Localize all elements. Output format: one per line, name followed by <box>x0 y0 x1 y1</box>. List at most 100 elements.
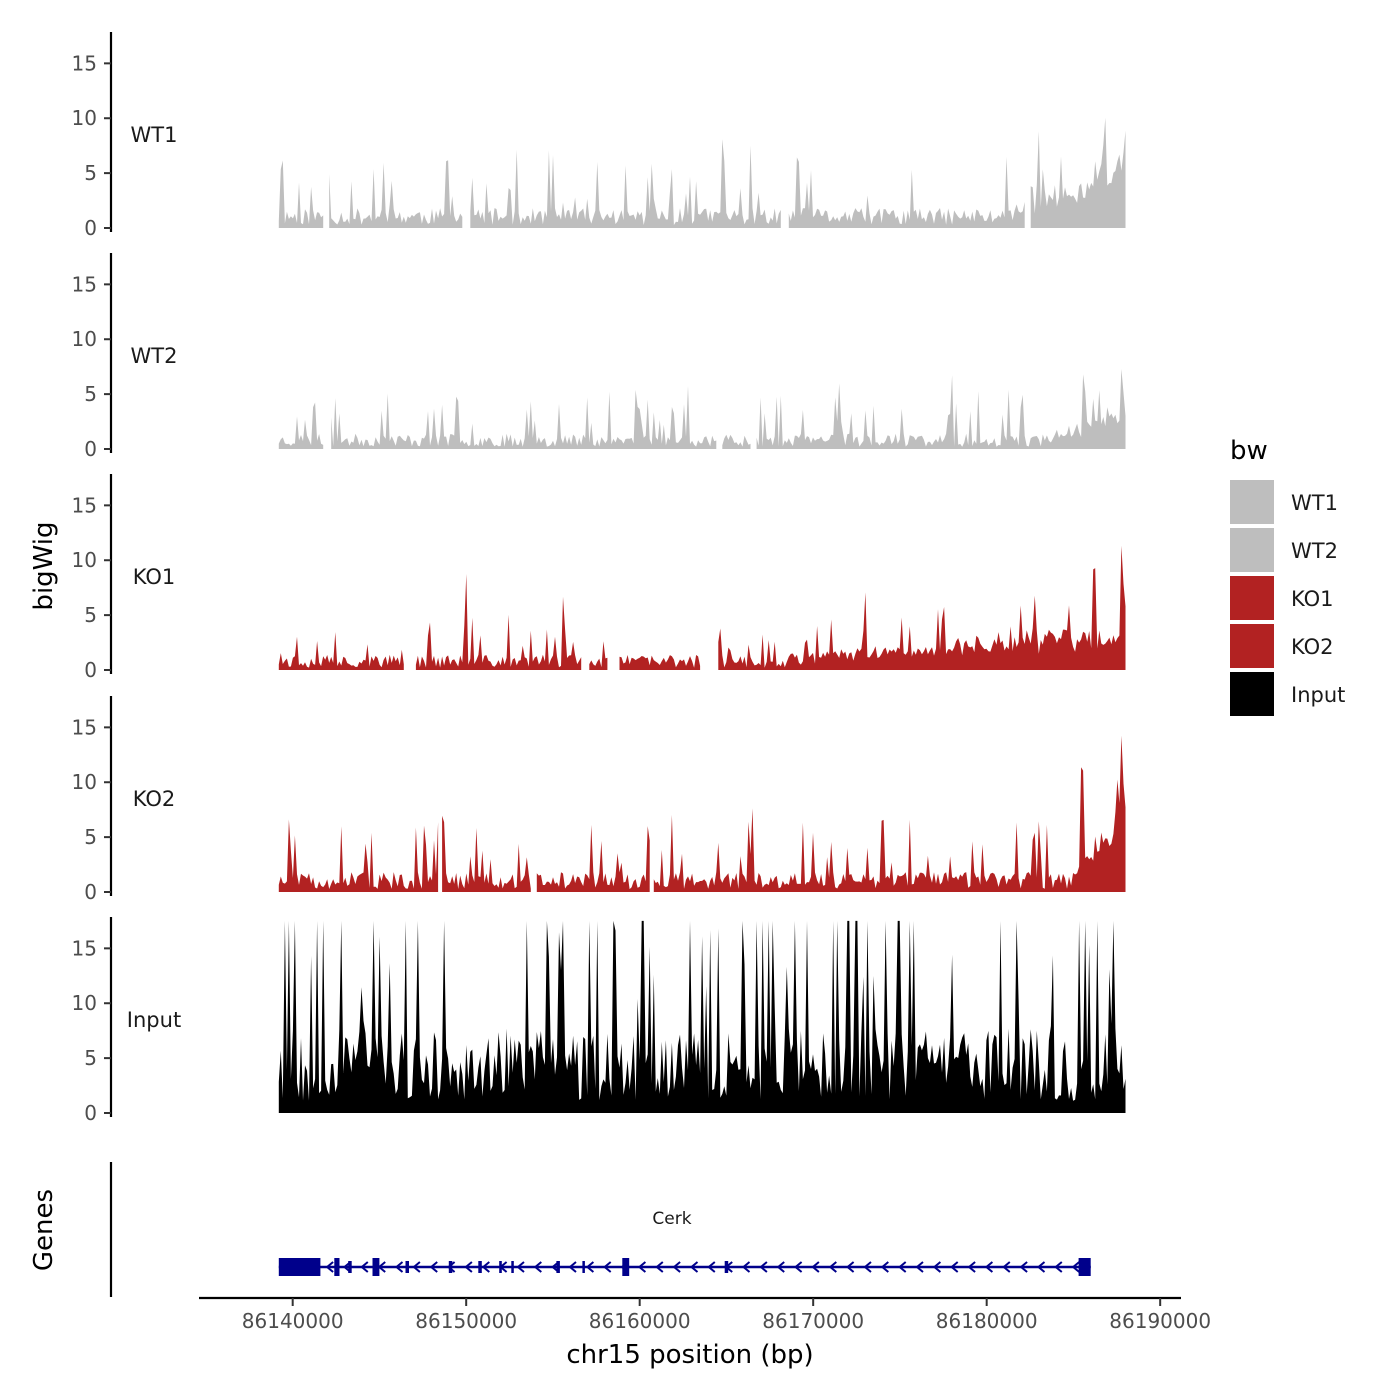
legend-label: WT2 <box>1291 539 1338 563</box>
y-tick-label: 0 <box>84 437 97 461</box>
strand-arrow-icon <box>464 1261 473 1273</box>
y-tick-label: 0 <box>84 216 97 240</box>
y-tick-label: 5 <box>84 382 97 406</box>
strand-arrow-icon <box>1036 1261 1046 1273</box>
y-tick-label: 0 <box>84 1101 97 1125</box>
signal-area-wt2 <box>278 369 1126 449</box>
track-ko2: 0 5 10 15 KO2 <box>72 696 1126 904</box>
strand-arrow-icon <box>707 1261 716 1273</box>
legend: bw WT1 WT2 KO1 KO2 Input <box>1230 436 1345 716</box>
signal-tracks: 0 5 10 15 WT1 0 5 10 15 WT2 0 5 10 15 KO1 0 5 10 15 KO2 0 5 10… <box>72 32 1126 1125</box>
strand-arrow-icon <box>915 1261 924 1273</box>
gene-exon <box>724 1261 729 1273</box>
strand-arrow-icon <box>394 1261 404 1273</box>
signal-area-ko1 <box>278 545 1126 670</box>
y-tick-label: 10 <box>72 548 97 572</box>
strand-arrow-icon <box>828 1261 837 1273</box>
strand-arrow-icon <box>880 1261 889 1273</box>
strand-arrow-icon <box>967 1261 976 1273</box>
strand-arrow-icon <box>846 1261 855 1273</box>
strand-arrow-icon <box>932 1261 942 1273</box>
gene-exon <box>582 1261 585 1273</box>
legend-entry-ko2: KO2 <box>1230 624 1334 668</box>
legend-swatch <box>1230 624 1274 668</box>
legend-entry-input: Input <box>1230 672 1345 716</box>
y-tick-label: 10 <box>72 327 97 351</box>
track-label-input: Input <box>127 1008 181 1032</box>
signal-area-wt1 <box>278 117 1126 228</box>
y-tick-label: 15 <box>72 272 97 296</box>
gene-exon <box>348 1261 352 1273</box>
y-tick-label: 5 <box>84 1046 97 1070</box>
strand-arrow-icon <box>1002 1261 1011 1273</box>
track-input: 0 5 10 15 Input <box>72 917 1126 1125</box>
y-axis-title: bigWig <box>29 521 59 610</box>
signal-area-input <box>278 920 1126 1113</box>
x-axis: 86140000 86150000 86160000 86170000 86180000… <box>199 1296 1211 1370</box>
x-tick-label: 86140000 <box>242 1309 344 1333</box>
strand-arrow-icon <box>447 1261 456 1273</box>
strand-arrow-icon <box>1054 1261 1063 1273</box>
strand-arrow-icon <box>429 1261 438 1273</box>
strand-arrow-icon <box>603 1261 612 1273</box>
y-tick-label: 0 <box>84 880 97 904</box>
legend-entry-wt1: WT1 <box>1230 480 1338 524</box>
legend-label: Input <box>1291 683 1345 707</box>
x-axis-title: chr15 position (bp) <box>566 1340 813 1370</box>
gene-exon <box>1078 1258 1091 1276</box>
gene-exon <box>278 1258 321 1276</box>
y-tick-label: 15 <box>72 936 97 960</box>
legend-label: KO1 <box>1291 587 1334 611</box>
legend-swatch <box>1230 672 1274 716</box>
track-label-wt1: WT1 <box>131 123 178 147</box>
strand-arrow-icon <box>655 1261 664 1273</box>
track-wt1: 0 5 10 15 WT1 <box>72 32 1126 240</box>
strand-arrow-icon <box>585 1261 595 1273</box>
y-tick-label: 15 <box>72 493 97 517</box>
track-label-ko1: KO1 <box>133 565 176 589</box>
y-tick-label: 5 <box>84 825 97 849</box>
strand-arrow-icon <box>481 1261 490 1273</box>
strand-arrow-icon <box>811 1261 820 1273</box>
strand-arrow-icon <box>950 1261 959 1273</box>
gene-exon <box>499 1261 502 1273</box>
legend-swatch <box>1230 528 1274 572</box>
legend-label: WT1 <box>1291 491 1338 515</box>
strand-arrow-icon <box>776 1261 785 1273</box>
legend-label: KO2 <box>1291 635 1334 659</box>
gene-exon <box>511 1261 514 1273</box>
gene-model-cerk <box>278 1258 1091 1276</box>
strand-arrow-icon <box>412 1261 421 1273</box>
y-tick-label: 10 <box>72 991 97 1015</box>
genes-panel: Genes Cerk <box>29 1162 1091 1297</box>
legend-entry-ko1: KO1 <box>1230 576 1334 620</box>
gene-exon <box>622 1258 630 1276</box>
y-tick-label: 15 <box>72 715 97 739</box>
y-tick-label: 10 <box>72 106 97 130</box>
strand-arrow-icon <box>898 1261 907 1273</box>
strand-arrow-icon <box>516 1261 525 1273</box>
x-tick-label: 86150000 <box>415 1309 517 1333</box>
strand-arrow-icon <box>672 1261 681 1273</box>
gene-exon <box>334 1258 340 1276</box>
strand-arrow-icon <box>1019 1261 1028 1273</box>
strand-arrow-icon <box>759 1261 768 1273</box>
strand-arrow-icon <box>984 1261 994 1273</box>
y-tick-label: 0 <box>84 658 97 682</box>
legend-swatch <box>1230 480 1274 524</box>
x-tick-label: 86180000 <box>936 1309 1038 1333</box>
strand-arrow-icon <box>325 1261 334 1273</box>
y-tick-label: 5 <box>84 603 97 627</box>
y-tick-label: 10 <box>72 770 97 794</box>
x-tick-label: 86190000 <box>1109 1309 1211 1333</box>
strand-arrow-icon <box>1071 1261 1080 1273</box>
strand-arrow-icon <box>863 1261 872 1273</box>
gene-exon <box>556 1261 560 1273</box>
gene-exon <box>448 1261 453 1273</box>
y-tick-label: 15 <box>72 51 97 75</box>
legend-entry-wt2: WT2 <box>1230 528 1338 572</box>
track-label-ko2: KO2 <box>133 787 176 811</box>
x-tick-label: 86160000 <box>589 1309 691 1333</box>
genes-axis-title: Genes <box>29 1189 59 1271</box>
